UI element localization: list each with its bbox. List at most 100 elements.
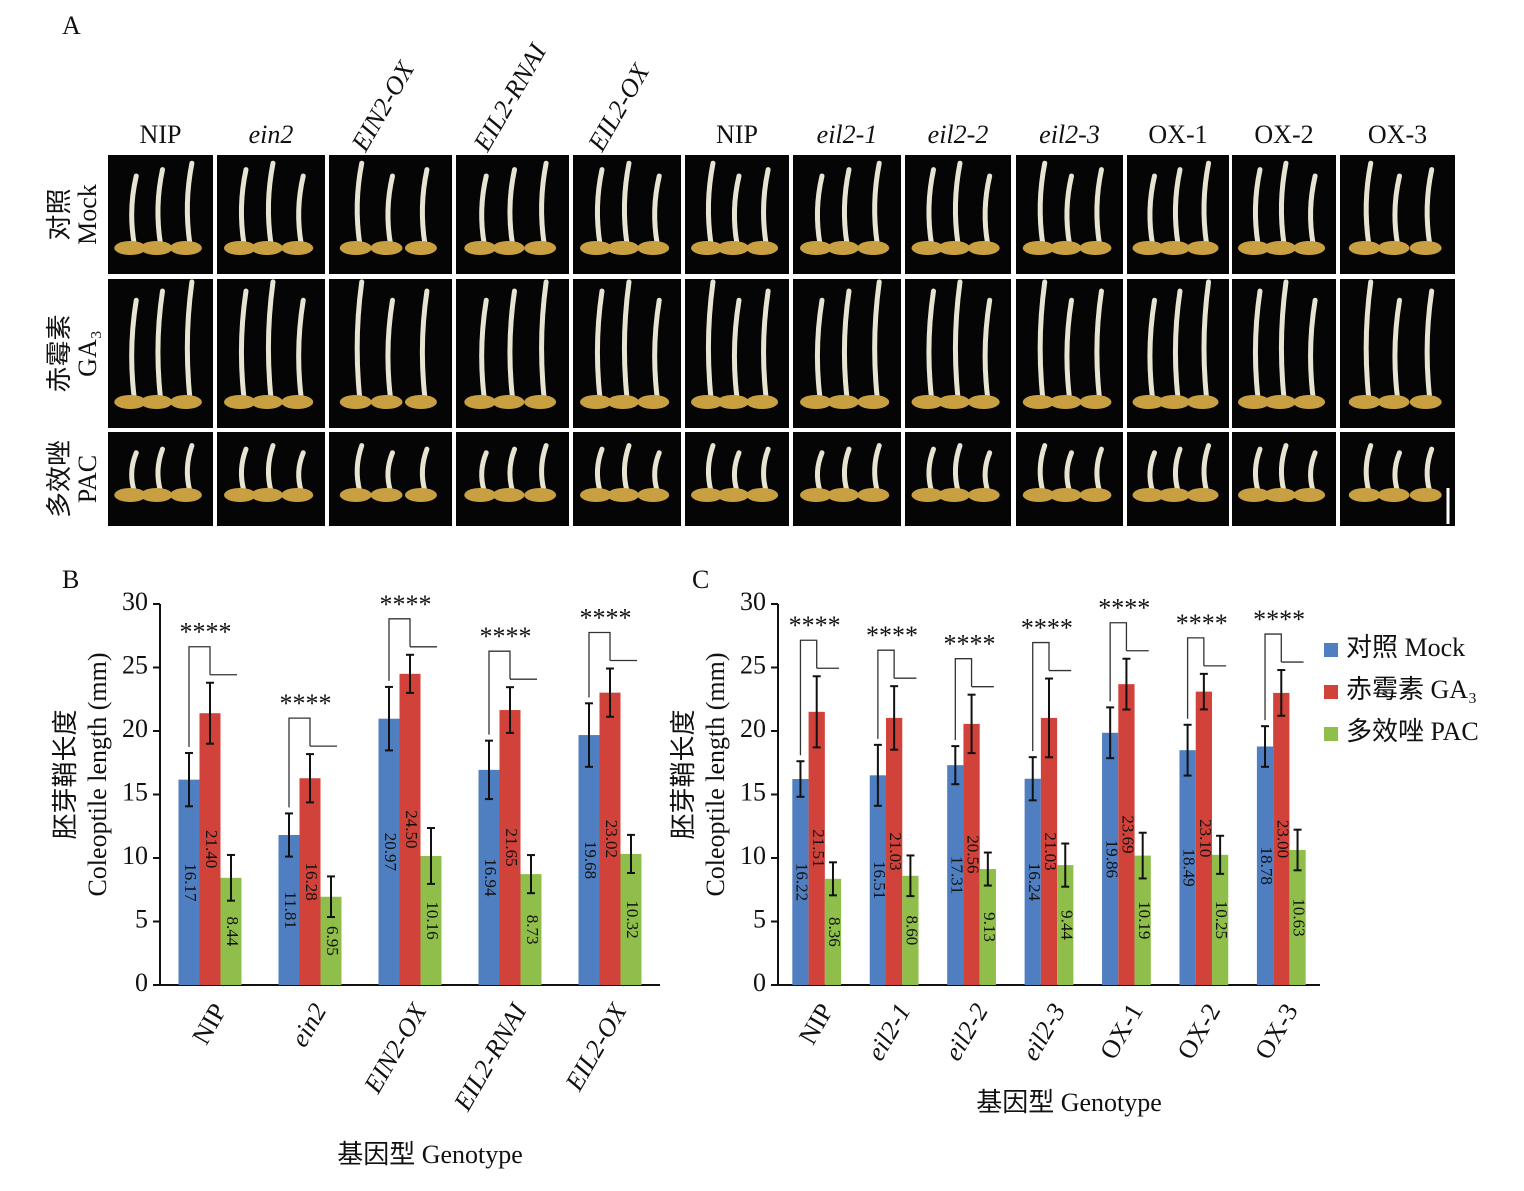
photo: [329, 155, 452, 274]
seed: [404, 241, 437, 255]
seedling: [1252, 446, 1263, 494]
value-label: 23.69: [1119, 815, 1138, 853]
seed: [580, 241, 612, 255]
seedling: [1424, 446, 1435, 494]
seedling: [761, 167, 771, 247]
seed: [140, 395, 173, 409]
seedling: [952, 279, 963, 401]
value-label: 16.94: [481, 858, 500, 897]
value-label: 21.51: [809, 829, 828, 867]
y-axis-label: 胚芽鞘长度: [669, 709, 698, 839]
seedling: [814, 173, 825, 247]
value-label: 20.56: [964, 835, 983, 873]
seed: [637, 488, 670, 502]
seedling: [385, 173, 395, 247]
seed: [1348, 488, 1381, 502]
seedling: [982, 297, 993, 401]
bar: [478, 769, 500, 985]
seedling: [1037, 160, 1048, 247]
seed: [224, 488, 256, 502]
seedling: [1308, 297, 1318, 401]
value-label: 23.10: [1196, 819, 1215, 857]
column-header: NIP: [140, 120, 182, 149]
seed: [1022, 395, 1055, 409]
seed: [524, 241, 557, 255]
y-tick-label: 25: [740, 650, 766, 679]
seed: [339, 395, 372, 409]
seedling: [705, 443, 716, 494]
significance-bracket: [954, 658, 973, 741]
bar: [808, 711, 825, 985]
seed: [1158, 395, 1190, 409]
seedling: [1308, 450, 1318, 494]
legend-swatch: [1324, 643, 1338, 657]
seedling: [1252, 167, 1263, 247]
seedling: [1037, 443, 1048, 494]
seedling: [539, 160, 549, 247]
seedling: [1392, 297, 1402, 401]
seed: [827, 488, 859, 502]
bar: [599, 692, 621, 985]
column-header: eil2-3: [1039, 120, 1100, 149]
seed: [637, 241, 670, 255]
significance-bracket: [288, 717, 311, 808]
seedling: [507, 446, 517, 494]
y-axis-label: Coleoptile length (mm): [701, 652, 730, 896]
bar: [963, 723, 980, 985]
seedling: [238, 446, 249, 494]
x-tick-label: OX-3: [1249, 998, 1304, 1064]
significance-bracket: [1032, 641, 1050, 752]
seedling: [621, 160, 632, 247]
panel-label: C: [692, 565, 709, 594]
seedling: [841, 167, 852, 247]
seedling: [184, 160, 195, 247]
seedling: [1278, 279, 1289, 401]
seed: [911, 241, 944, 255]
seedling: [419, 446, 430, 494]
seed: [464, 395, 497, 409]
panel-label: B: [62, 565, 79, 594]
seedling: [539, 279, 549, 401]
bar: [378, 718, 400, 985]
seed: [1264, 488, 1296, 502]
seed: [1238, 488, 1270, 502]
seedling: [1037, 279, 1048, 401]
seed: [1049, 488, 1082, 502]
seed: [911, 395, 944, 409]
seedling: [926, 167, 936, 247]
value-label: 8.60: [902, 916, 921, 946]
bar: [1102, 732, 1119, 985]
seedling: [129, 450, 139, 494]
seedling: [265, 443, 276, 494]
seed: [607, 488, 639, 502]
seed: [1238, 395, 1270, 409]
seedling: [354, 160, 365, 247]
seedling: [705, 160, 716, 247]
value-label: 16.51: [870, 861, 889, 899]
value-label: 16.22: [793, 863, 812, 901]
seed: [1132, 488, 1165, 502]
value-label: 21.03: [1041, 832, 1060, 870]
x-tick-label: eil2-3: [1016, 998, 1071, 1065]
significance-label: ****: [1176, 609, 1228, 638]
seedling: [761, 288, 771, 401]
column-header: eil2-1: [817, 120, 878, 149]
seed: [492, 395, 525, 409]
seedling: [479, 297, 489, 401]
seedling: [841, 288, 852, 401]
legend-label: 赤霉素 GA₃: [1346, 675, 1477, 704]
seed: [1079, 395, 1112, 409]
seed: [1049, 395, 1082, 409]
value-label: 8.44: [223, 917, 242, 947]
seedling: [539, 443, 549, 494]
significance-bracket: [188, 646, 211, 747]
seedling: [1392, 173, 1402, 247]
value-label: 10.16: [423, 901, 442, 939]
y-tick-label: 20: [740, 714, 766, 743]
value-label: 8.36: [825, 917, 844, 947]
legend-label: 多效唑 PAC: [1346, 717, 1479, 746]
seedling: [594, 446, 605, 494]
photo-grid: [108, 155, 1455, 526]
value-label: 19.86: [1102, 840, 1121, 878]
